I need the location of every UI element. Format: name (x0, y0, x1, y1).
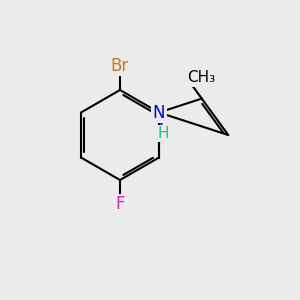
Text: H: H (158, 126, 169, 141)
Text: F: F (115, 195, 125, 213)
Text: CH₃: CH₃ (187, 70, 215, 86)
Text: Br: Br (111, 57, 129, 75)
Text: N: N (153, 103, 165, 122)
